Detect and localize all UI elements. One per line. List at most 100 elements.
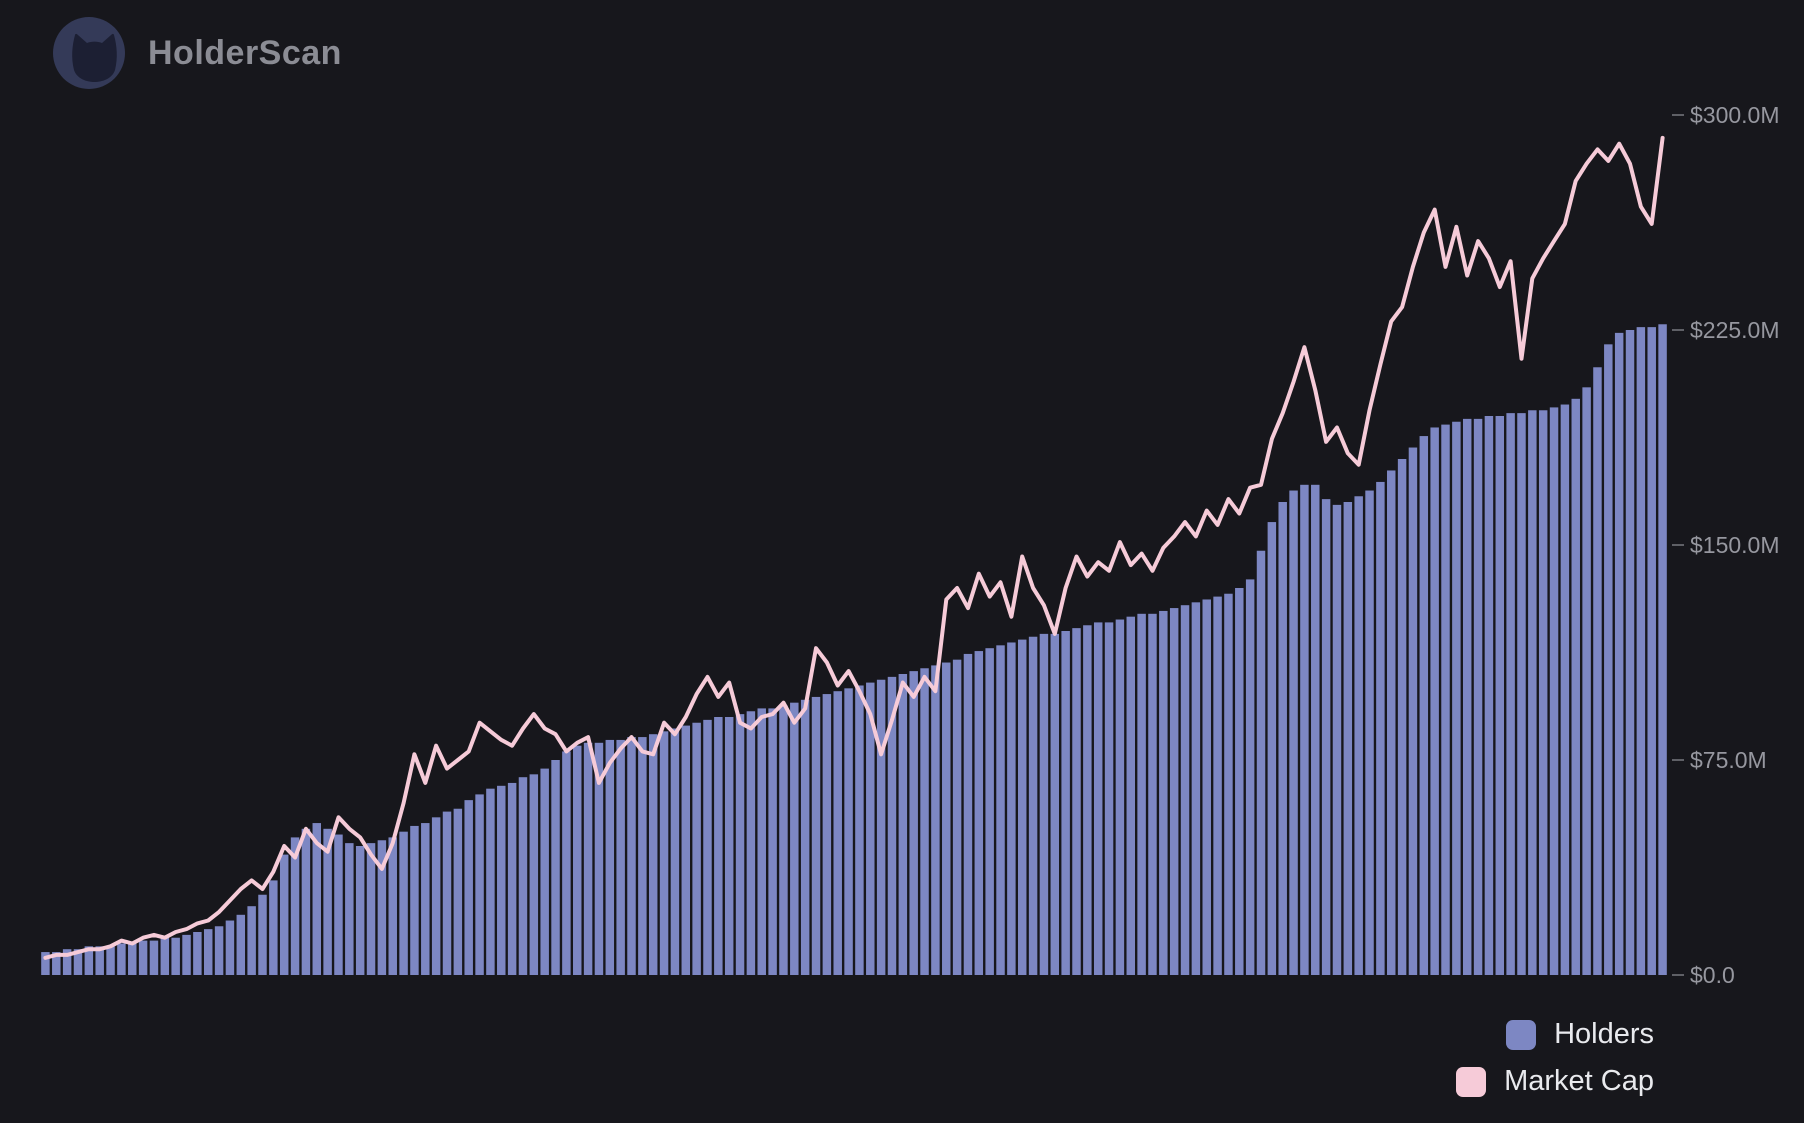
holders-bar[interactable]	[1517, 413, 1526, 975]
holders-bar[interactable]	[996, 645, 1005, 975]
holders-bar[interactable]	[442, 811, 452, 975]
holders-bar[interactable]	[855, 685, 864, 975]
holders-bar[interactable]	[1137, 613, 1146, 975]
holders-bar[interactable]	[1343, 502, 1353, 975]
holders-bar[interactable]	[518, 777, 528, 975]
holders-bar[interactable]	[692, 722, 701, 975]
holders-bar[interactable]	[73, 949, 83, 975]
holders-bar[interactable]	[1495, 416, 1505, 975]
holders-bar[interactable]	[1289, 490, 1298, 975]
holders-bar[interactable]	[1408, 447, 1418, 975]
holders-bar[interactable]	[214, 926, 224, 975]
holders-bar[interactable]	[193, 932, 202, 975]
holders-bar[interactable]	[171, 937, 180, 975]
holders-bar[interactable]	[670, 728, 680, 975]
holders-bar[interactable]	[529, 774, 539, 975]
holders-bar[interactable]	[1582, 387, 1591, 976]
holders-bar[interactable]	[703, 719, 712, 975]
holders-bar[interactable]	[1191, 602, 1201, 975]
holders-bar[interactable]	[1039, 633, 1049, 975]
holders-bar[interactable]	[1321, 499, 1331, 975]
holders-bar[interactable]	[95, 946, 104, 975]
holders-bar[interactable]	[1354, 496, 1363, 975]
holders-bar[interactable]	[1332, 504, 1342, 975]
holders-bar[interactable]	[1311, 484, 1320, 975]
holders-bar[interactable]	[1604, 344, 1613, 976]
holders-bar[interactable]	[1169, 608, 1179, 975]
holders-bar[interactable]	[312, 823, 321, 975]
holders-bar[interactable]	[497, 785, 506, 975]
holders-bar[interactable]	[464, 800, 473, 975]
holders-bar[interactable]	[160, 937, 170, 975]
holders-bar[interactable]	[138, 940, 148, 975]
holders-bar[interactable]	[1484, 416, 1494, 975]
holders-bar[interactable]	[1050, 633, 1060, 975]
legend-item-marketcap[interactable]: Market Cap	[1456, 1065, 1654, 1098]
holders-bar[interactable]	[963, 653, 973, 975]
holders-bar[interactable]	[1462, 418, 1472, 975]
holders-bar[interactable]	[648, 734, 658, 975]
holders-bar[interactable]	[616, 739, 625, 975]
holders-bar[interactable]	[1452, 421, 1461, 976]
holders-bar[interactable]	[323, 828, 332, 975]
holders-bar[interactable]	[1017, 639, 1027, 975]
holders-bar[interactable]	[421, 823, 430, 975]
holders-bar[interactable]	[1560, 404, 1570, 975]
holders-bar[interactable]	[1430, 427, 1439, 976]
holders-bar[interactable]	[942, 662, 951, 975]
holders-bar[interactable]	[876, 679, 886, 975]
holders-bar[interactable]	[84, 946, 94, 975]
holders-bar[interactable]	[931, 665, 940, 975]
legend-item-holders[interactable]: Holders	[1506, 1018, 1654, 1051]
holders-bar[interactable]	[866, 682, 875, 975]
holders-bar[interactable]	[746, 711, 756, 975]
holders-bar[interactable]	[236, 914, 246, 975]
holders-bar[interactable]	[714, 717, 723, 975]
holders-bar[interactable]	[1148, 613, 1157, 975]
holders-bar[interactable]	[203, 929, 213, 975]
holders-bar[interactable]	[1007, 642, 1016, 975]
holders-bar[interactable]	[757, 708, 766, 975]
holders-bar[interactable]	[431, 817, 441, 975]
holders-bar[interactable]	[1278, 502, 1287, 975]
holders-bar[interactable]	[898, 674, 908, 975]
holders-bar[interactable]	[551, 760, 560, 975]
holders-bar[interactable]	[225, 920, 235, 975]
holders-bar[interactable]	[779, 705, 788, 975]
holders-bar[interactable]	[1647, 327, 1656, 975]
holders-bar[interactable]	[453, 808, 463, 975]
holders-bar[interactable]	[388, 837, 397, 975]
holders-bar[interactable]	[1528, 410, 1537, 975]
holders-bar[interactable]	[1267, 522, 1277, 975]
holders-bar[interactable]	[1614, 332, 1624, 975]
holders-bar[interactable]	[301, 828, 311, 975]
holders-bar[interactable]	[1028, 636, 1038, 975]
holders-bar[interactable]	[1419, 436, 1429, 975]
holders-bar[interactable]	[334, 834, 343, 975]
holders-bar[interactable]	[1115, 619, 1125, 975]
holders-bar[interactable]	[627, 737, 636, 975]
holders-bar[interactable]	[583, 742, 593, 975]
holders-bar[interactable]	[1397, 459, 1407, 975]
holders-bar[interactable]	[768, 708, 777, 975]
holders-bar[interactable]	[1636, 327, 1646, 975]
holders-bar[interactable]	[1061, 631, 1070, 975]
holders-bar[interactable]	[1571, 398, 1580, 975]
holders-bar[interactable]	[1625, 330, 1635, 975]
holders-bar[interactable]	[920, 668, 929, 975]
holders-bar[interactable]	[1126, 616, 1135, 975]
holders-bar[interactable]	[41, 952, 50, 975]
holders-bar[interactable]	[909, 671, 918, 975]
holders-bar[interactable]	[659, 731, 669, 975]
holders-bar[interactable]	[1387, 470, 1396, 975]
holders-bar[interactable]	[790, 702, 799, 975]
holders-bar[interactable]	[1549, 407, 1559, 975]
holders-bar[interactable]	[605, 739, 615, 975]
holders-bar[interactable]	[1093, 622, 1103, 975]
holders-bar[interactable]	[410, 825, 419, 975]
holders-bar[interactable]	[279, 854, 289, 975]
holders-bar[interactable]	[1300, 484, 1309, 975]
holders-bar[interactable]	[811, 696, 821, 975]
holders-bar[interactable]	[1593, 367, 1602, 975]
